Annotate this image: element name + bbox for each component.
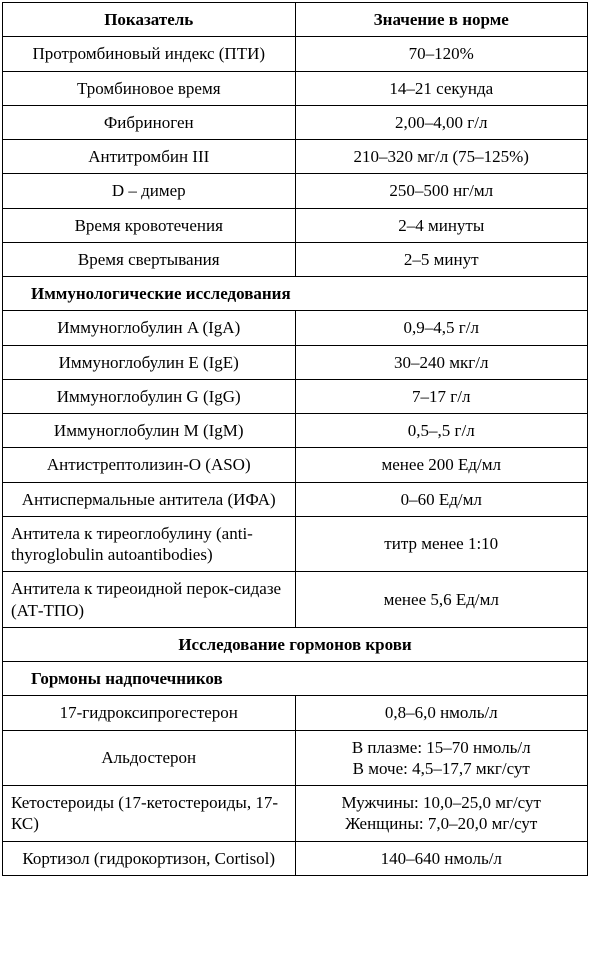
table-row: Иммуноглобулин E (IgE) 30–240 мкг/л (3, 345, 588, 379)
value-cell: 250–500 нг/мл (295, 174, 588, 208)
table-row: Кортизол (гидрокортизон, Cortisol) 140–6… (3, 841, 588, 875)
table-row: Альдостерон В плазме: 15–70 нмоль/л В мо… (3, 730, 588, 786)
value-cell: 0–60 Ед/мл (295, 482, 588, 516)
indicator-cell: Фибриноген (3, 105, 296, 139)
table-row: Антистрептолизин-О (ASO) менее 200 Ед/мл (3, 448, 588, 482)
indicator-cell: Время кровотечения (3, 208, 296, 242)
table-row: Иммуноглобулин G (IgG) 7–17 г/л (3, 379, 588, 413)
indicator-cell: Иммуноглобулин A (IgA) (3, 311, 296, 345)
value-cell: Мужчины: 10,0–25,0 мг/сут Женщины: 7,0–2… (295, 786, 588, 842)
table-row: D – димер 250–500 нг/мл (3, 174, 588, 208)
indicator-cell: Антитромбин III (3, 140, 296, 174)
value-line: Женщины: 7,0–20,0 мг/сут (345, 814, 537, 833)
table-body: Протромбиновый индекс (ПТИ) 70–120% Тром… (3, 37, 588, 876)
indicator-cell: Иммуноглобулин E (IgE) (3, 345, 296, 379)
value-cell: менее 5,6 Ед/мл (295, 572, 588, 628)
table-row: Антиспермальные антитела (ИФА) 0–60 Ед/м… (3, 482, 588, 516)
indicator-cell: Время свертывания (3, 242, 296, 276)
header-value: Значение в норме (295, 3, 588, 37)
value-cell: 140–640 нмоль/л (295, 841, 588, 875)
value-line: Мужчины: 10,0–25,0 мг/сут (342, 793, 541, 812)
value-cell: менее 200 Ед/мл (295, 448, 588, 482)
table-row: Протромбиновый индекс (ПТИ) 70–120% (3, 37, 588, 71)
value-cell: 14–21 секунда (295, 71, 588, 105)
section-row: Гормоны надпочечников (3, 662, 588, 696)
section-header: Иммунологические исследования (3, 277, 588, 311)
indicator-cell: Антитела к тиреоидной перок-сидазе (АТ-Т… (3, 572, 296, 628)
value-cell: 0,9–4,5 г/л (295, 311, 588, 345)
table-row: Иммуноглобулин A (IgA) 0,9–4,5 г/л (3, 311, 588, 345)
value-cell: титр менее 1:10 (295, 516, 588, 572)
header-indicator: Показатель (3, 3, 296, 37)
value-line: В плазме: 15–70 нмоль/л (352, 738, 531, 757)
section-row: Иммунологические исследования (3, 277, 588, 311)
header-row: Показатель Значение в норме (3, 3, 588, 37)
reference-table: Показатель Значение в норме Протромбинов… (2, 2, 588, 876)
section-header: Гормоны надпочечников (3, 662, 588, 696)
indicator-cell: Кортизол (гидрокортизон, Cortisol) (3, 841, 296, 875)
indicator-cell: Кетостероиды (17-кетостероиды, 17-КС) (3, 786, 296, 842)
value-cell: 70–120% (295, 37, 588, 71)
table-row: Иммуноглобулин M (IgM) 0,5–,5 г/л (3, 414, 588, 448)
table-row: Антитела к тиреоидной перок-сидазе (АТ-Т… (3, 572, 588, 628)
table-row: Тромбиновое время 14–21 секунда (3, 71, 588, 105)
section-row: Исследование гормонов крови (3, 627, 588, 661)
indicator-cell: Иммуноглобулин G (IgG) (3, 379, 296, 413)
value-cell: 0,8–6,0 нмоль/л (295, 696, 588, 730)
value-cell: 2,00–4,00 г/л (295, 105, 588, 139)
table-row: Антитромбин III 210–320 мг/л (75–125%) (3, 140, 588, 174)
indicator-cell: Тромбиновое время (3, 71, 296, 105)
indicator-cell: Протромбиновый индекс (ПТИ) (3, 37, 296, 71)
indicator-cell: Альдостерон (3, 730, 296, 786)
table-row: Антитела к тиреоглобулину (anti-thyroglo… (3, 516, 588, 572)
indicator-cell: 17-гидроксипрогестерон (3, 696, 296, 730)
value-cell: 2–4 минуты (295, 208, 588, 242)
indicator-cell: Антитела к тиреоглобулину (anti-thyroglo… (3, 516, 296, 572)
indicator-cell: D – димер (3, 174, 296, 208)
table-row: Время кровотечения 2–4 минуты (3, 208, 588, 242)
table-row: Кетостероиды (17-кетостероиды, 17-КС) Му… (3, 786, 588, 842)
indicator-cell: Антиспермальные антитела (ИФА) (3, 482, 296, 516)
table-row: Время свертывания 2–5 минут (3, 242, 588, 276)
indicator-cell: Иммуноглобулин M (IgM) (3, 414, 296, 448)
value-cell: 2–5 минут (295, 242, 588, 276)
value-cell: 0,5–,5 г/л (295, 414, 588, 448)
table-row: 17-гидроксипрогестерон 0,8–6,0 нмоль/л (3, 696, 588, 730)
value-line: В моче: 4,5–17,7 мкг/сут (353, 759, 530, 778)
value-cell: 7–17 г/л (295, 379, 588, 413)
value-cell: В плазме: 15–70 нмоль/л В моче: 4,5–17,7… (295, 730, 588, 786)
section-header: Исследование гормонов крови (3, 627, 588, 661)
indicator-cell: Антистрептолизин-О (ASO) (3, 448, 296, 482)
value-cell: 210–320 мг/л (75–125%) (295, 140, 588, 174)
value-cell: 30–240 мкг/л (295, 345, 588, 379)
table-row: Фибриноген 2,00–4,00 г/л (3, 105, 588, 139)
